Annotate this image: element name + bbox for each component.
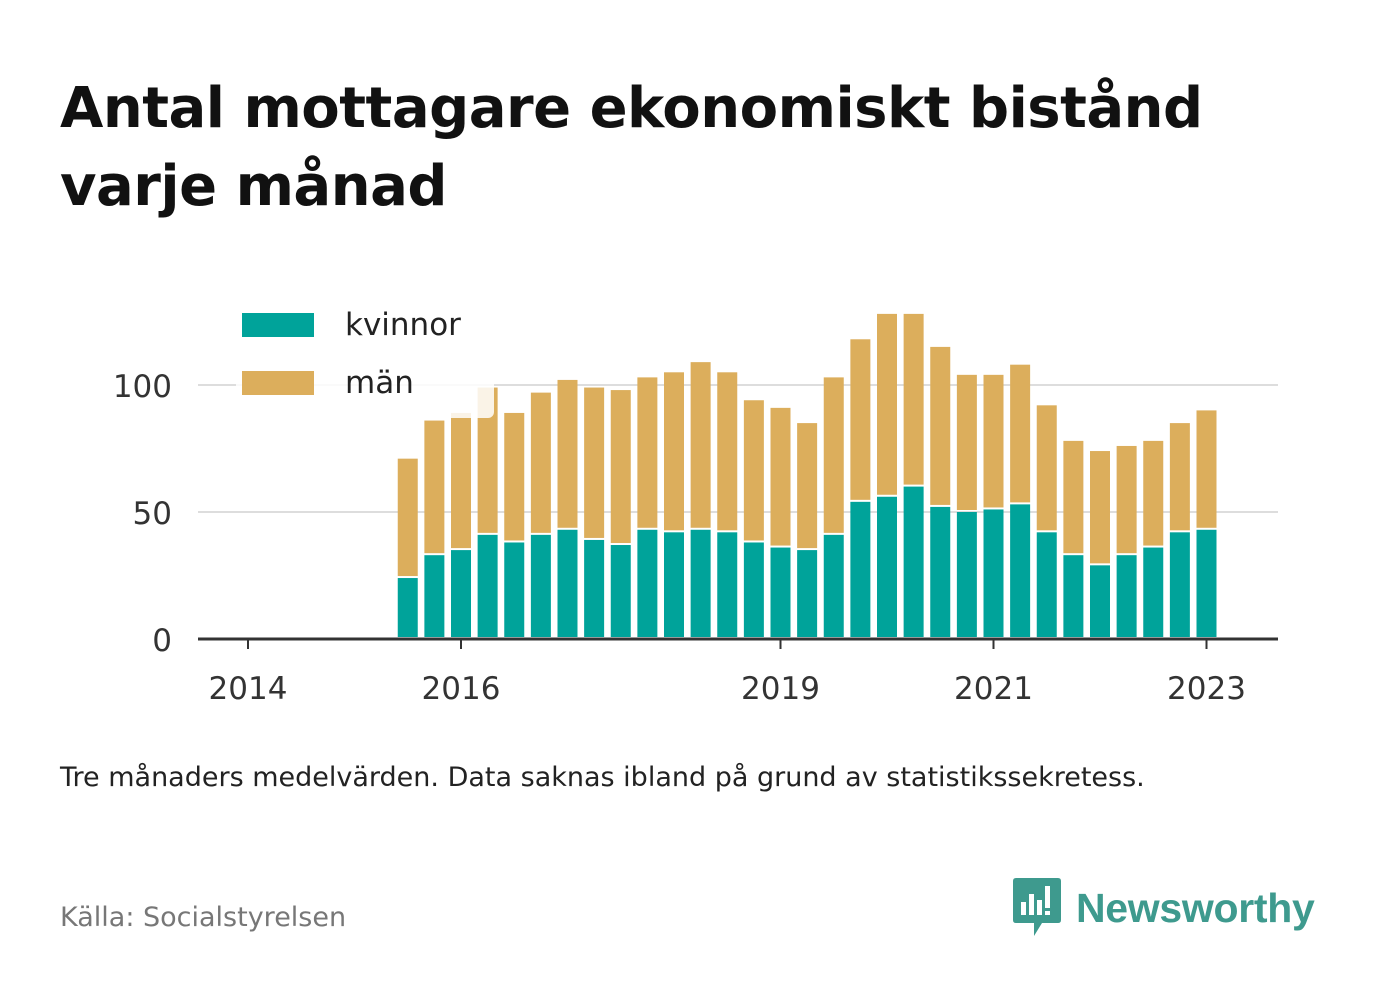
bar-män-17 <box>850 339 871 500</box>
x-tick-label: 2021 <box>954 671 1033 707</box>
bar-kvinnor-19 <box>903 486 924 637</box>
bar-män-14 <box>770 407 791 546</box>
bar-kvinnor-2 <box>451 550 471 637</box>
bar-män-2 <box>451 412 471 549</box>
y-tick-label: 0 <box>152 623 172 659</box>
bar-män-18 <box>877 313 897 495</box>
bar-kvinnor-1 <box>424 555 445 637</box>
bar-kvinnor-14 <box>770 547 791 637</box>
bar-kvinnor-4 <box>504 542 525 637</box>
bar-kvinnor-7 <box>584 539 605 637</box>
bar-kvinnor-20 <box>930 506 951 637</box>
legend-label-män: män <box>345 365 414 401</box>
bar-män-19 <box>903 313 924 485</box>
bar-kvinnor-11 <box>690 529 711 637</box>
x-tick-label: 2023 <box>1167 671 1246 707</box>
bar-män-0 <box>397 458 418 577</box>
bar-män-15 <box>797 423 818 549</box>
bar-män-24 <box>1036 405 1057 531</box>
legend-label-kvinnor: kvinnor <box>345 307 461 343</box>
chart-note: Tre månaders medelvärden. Data saknas ib… <box>60 762 1145 793</box>
x-tick-label: 2014 <box>209 671 288 707</box>
bar-män-9 <box>637 377 658 528</box>
bar-kvinnor-16 <box>823 534 844 637</box>
newsworthy-logo-icon <box>1013 878 1061 936</box>
bar-kvinnor-29 <box>1169 532 1190 637</box>
bar-män-1 <box>424 420 445 554</box>
bar-män-12 <box>717 372 738 531</box>
bar-män-10 <box>664 372 684 531</box>
bar-män-26 <box>1090 451 1110 564</box>
bar-män-5 <box>530 392 551 533</box>
legend: kvinnor män <box>236 300 494 418</box>
axes: 0 50 100 2014 2016 2019 2021 2023 <box>113 369 1278 707</box>
bar-kvinnor-22 <box>983 509 1004 637</box>
stacked-bar-chart: 0 50 100 2014 2016 2019 2021 2023 kvinnor män <box>113 300 1278 707</box>
bar-kvinnor-3 <box>477 534 498 637</box>
bar-män-29 <box>1169 423 1190 531</box>
bar-kvinnor-5 <box>530 534 551 637</box>
bar-kvinnor-26 <box>1090 565 1110 637</box>
brand-name: Newsworthy <box>1076 884 1315 931</box>
y-tick-label: 100 <box>113 369 172 405</box>
bar-kvinnor-30 <box>1196 529 1217 637</box>
bar-kvinnor-8 <box>610 545 631 637</box>
bar-kvinnor-15 <box>797 550 818 637</box>
y-tick-label: 50 <box>133 496 172 532</box>
bar-män-3 <box>477 387 498 533</box>
bar-kvinnor-25 <box>1063 555 1084 637</box>
bar-kvinnor-28 <box>1143 547 1164 637</box>
brand-logo[interactable]: Newsworthy <box>1012 876 1315 940</box>
bar-kvinnor-27 <box>1116 555 1137 637</box>
bar-män-25 <box>1063 440 1084 554</box>
bar-män-30 <box>1196 410 1217 528</box>
legend-swatch-män <box>242 371 314 395</box>
source-label: Källa: Socialstyrelsen <box>60 902 347 933</box>
bar-kvinnor-6 <box>557 529 578 637</box>
bar-män-28 <box>1143 440 1164 546</box>
bar-kvinnor-12 <box>717 532 738 637</box>
bar-män-23 <box>1010 364 1031 503</box>
x-tick-label: 2016 <box>422 671 501 707</box>
bar-män-13 <box>743 400 764 541</box>
bar-män-4 <box>504 412 525 541</box>
bar-kvinnor-23 <box>1010 504 1031 637</box>
bar-män-7 <box>584 387 605 538</box>
chart-title: Antal mottagare ekonomiskt bistånd varje… <box>60 76 1203 219</box>
bars <box>397 313 1217 637</box>
bar-män-27 <box>1116 445 1137 554</box>
x-tick-label: 2019 <box>741 671 820 707</box>
bar-män-16 <box>823 377 844 533</box>
bar-kvinnor-17 <box>850 501 871 637</box>
bar-kvinnor-24 <box>1036 532 1057 637</box>
bar-män-20 <box>930 346 951 505</box>
bar-män-11 <box>690 362 711 528</box>
bar-män-6 <box>557 379 578 528</box>
bar-kvinnor-9 <box>637 529 658 637</box>
bar-kvinnor-13 <box>743 542 764 637</box>
bar-män-22 <box>983 374 1004 508</box>
bar-män-21 <box>956 374 977 510</box>
legend-swatch-kvinnor <box>242 313 314 337</box>
bar-kvinnor-0 <box>397 578 418 637</box>
bar-män-8 <box>610 390 631 544</box>
bar-kvinnor-18 <box>877 496 897 637</box>
bar-kvinnor-10 <box>664 532 684 637</box>
bar-kvinnor-21 <box>956 512 977 637</box>
